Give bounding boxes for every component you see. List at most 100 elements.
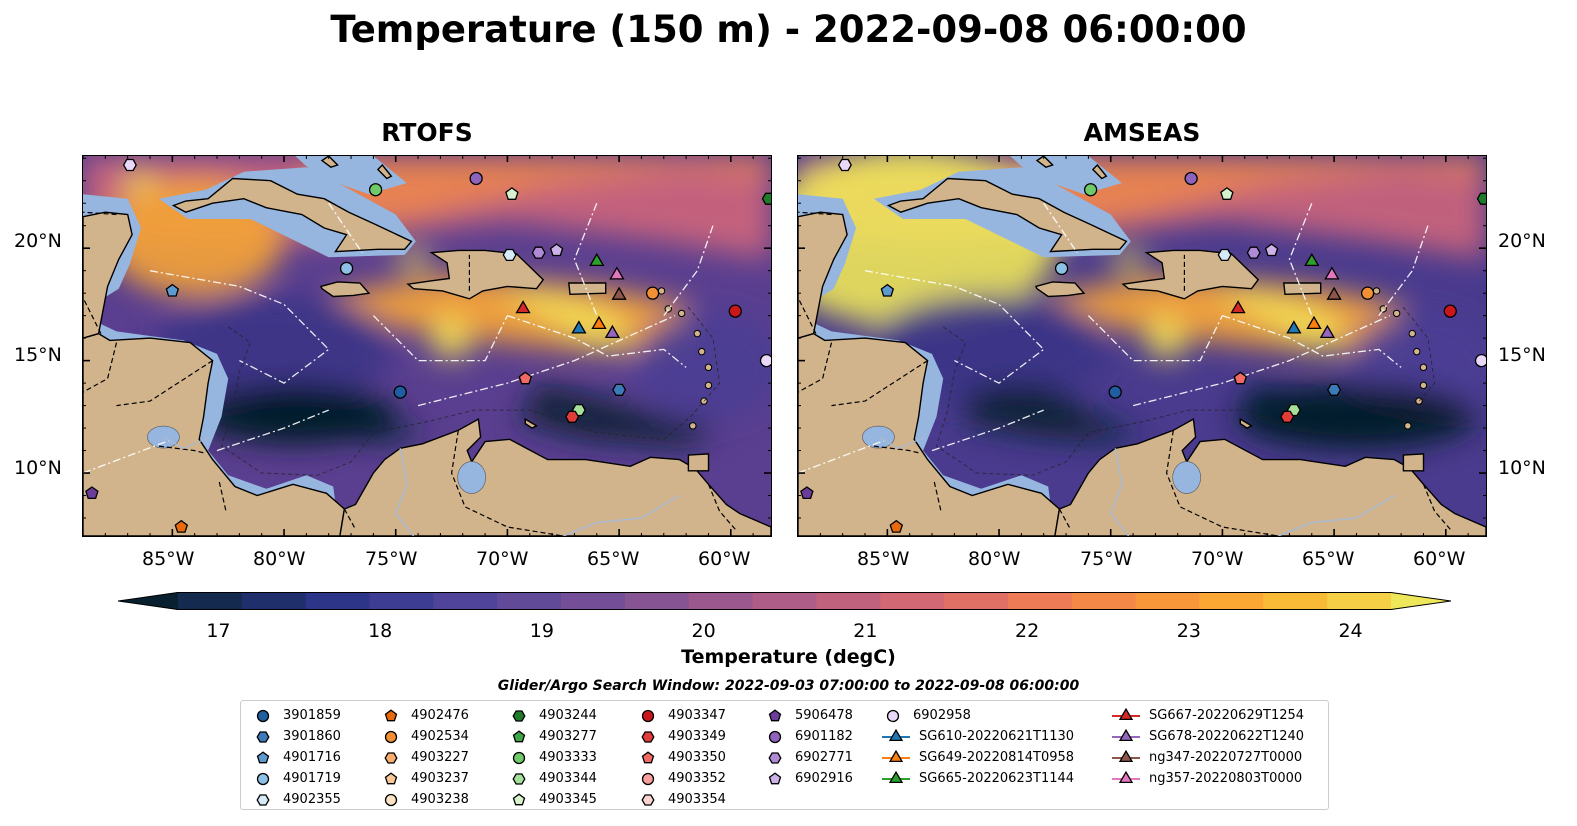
legend-label: 5906478 <box>795 708 853 723</box>
marker-legend: 3901859 3901860 4901716 4901719 4902355 49024… <box>240 700 1329 810</box>
colorbar-bin-14 <box>1071 592 1137 610</box>
map-marker-7 <box>761 192 771 205</box>
land-cuba <box>886 177 1128 253</box>
legend-marker-icon <box>641 730 655 743</box>
map-marker-21 <box>1306 315 1322 330</box>
map-marker-3 <box>339 261 354 276</box>
legend-item: SG610-20220621T1130 <box>881 726 1074 747</box>
legend-marker-icon <box>641 750 655 763</box>
map-marker-5 <box>889 519 904 533</box>
map-marker-4 <box>502 248 517 262</box>
map-marker-23 <box>1230 300 1246 314</box>
colorbar-bin-6 <box>561 592 626 610</box>
legend-marker <box>384 708 398 721</box>
lon-tick-80w-rtofs: 80°W <box>253 548 306 570</box>
map-marker-24 <box>1319 324 1336 339</box>
colorbar-extend-low <box>118 592 178 610</box>
legend-label: 4903333 <box>539 750 597 765</box>
lat-tick-10n-left: 10°N <box>14 457 62 479</box>
map-marker-14 <box>85 486 99 500</box>
legend-marker-icon <box>512 772 526 785</box>
colorbar-tick-22: 22 <box>1015 620 1040 642</box>
lon-tick-65w-amseas: 65°W <box>1302 548 1355 570</box>
legend-marker <box>256 750 270 763</box>
legend-marker <box>641 772 655 785</box>
map-marker-5 <box>174 519 189 533</box>
land-puertoRico <box>568 282 607 296</box>
legend-marker-icon <box>256 772 270 785</box>
lon-tick-65w-rtofs: 65°W <box>587 548 640 570</box>
legend-marker-icon <box>1112 749 1140 762</box>
lon-tick-85w-rtofs: 85°W <box>142 548 195 570</box>
legend-label: SG667-20220629T1254 <box>1149 708 1305 723</box>
land-hispaniola <box>406 249 545 300</box>
legend-label: 4901719 <box>283 771 341 786</box>
land-bahamas2 <box>376 163 393 180</box>
land-cuba <box>171 177 413 253</box>
legend-label: 6902771 <box>795 750 853 765</box>
lon-tick-60w-rtofs: 60°W <box>698 548 751 570</box>
legend-marker <box>641 793 655 806</box>
land-jamaica <box>1034 281 1086 298</box>
search-window-text: Glider/Argo Search Window: 2022-09-03 07… <box>497 678 1080 694</box>
legend-marker <box>641 709 655 722</box>
legend-marker-icon <box>886 709 900 722</box>
legend-item: 4903227 <box>379 747 469 768</box>
legend-label: ng347-20220727T0000 <box>1149 750 1303 765</box>
map-marker-11 <box>728 304 742 318</box>
legend-label: 4903347 <box>668 708 726 723</box>
legend-label: 3901859 <box>283 708 341 723</box>
map-marker-21 <box>591 315 607 330</box>
map-marker-15 <box>1184 171 1198 186</box>
legend-item: 4901719 <box>251 768 341 789</box>
legend-label: 4902476 <box>411 708 469 723</box>
legend-label: ng357-20220803T0000 <box>1149 771 1303 786</box>
legend-marker-icon <box>384 751 398 764</box>
map-marker-12 <box>565 410 580 423</box>
colorbar-label: Temperature (degC) <box>681 646 896 668</box>
legend-marker <box>768 771 782 784</box>
legend-label: 4903237 <box>411 771 469 786</box>
colorbar-extend-high <box>1391 592 1451 610</box>
map-marker-22 <box>589 252 605 267</box>
legend-marker <box>641 730 655 743</box>
legend-label: 6901182 <box>795 729 853 744</box>
colorbar-tick-18: 18 <box>368 620 393 642</box>
legend-marker-icon <box>256 730 270 743</box>
legend-label: 4902534 <box>411 729 469 744</box>
legend-marker-icon <box>256 793 270 806</box>
legend-marker <box>1118 749 1134 762</box>
legend-item: 6902958 <box>881 705 1074 726</box>
legend-item: 4903238 <box>379 789 469 810</box>
legend-label: 4903350 <box>668 750 726 765</box>
map-marker-14 <box>800 486 814 500</box>
colorbar-tick-23: 23 <box>1176 620 1201 642</box>
legend-marker <box>768 730 782 743</box>
colorbar-tick-20: 20 <box>691 620 716 642</box>
map-marker-26 <box>1324 266 1340 280</box>
legend-label: SG678-20220622T1240 <box>1149 729 1305 744</box>
legend-marker-icon <box>384 708 398 721</box>
legend-label: 4903354 <box>668 792 726 807</box>
legend-item: 4903352 <box>636 768 726 789</box>
legend-marker <box>512 772 526 785</box>
map-marker-8 <box>1083 183 1098 197</box>
lon-tick-75w-rtofs: 75°W <box>365 548 418 570</box>
legend-item: 4902355 <box>251 789 341 810</box>
legend-marker <box>512 729 526 742</box>
legend-label: 4903244 <box>539 708 597 723</box>
legend-marker <box>384 793 398 806</box>
legend-marker-icon <box>768 771 782 784</box>
legend-marker-icon <box>384 793 398 806</box>
legend-item: ng357-20220803T0000 <box>1111 768 1304 789</box>
colorbar-bin-0 <box>178 592 243 610</box>
map-marker-12 <box>1280 410 1295 423</box>
legend-marker <box>888 728 904 741</box>
map-marker-22 <box>1304 252 1320 267</box>
map-marker-25 <box>611 286 627 300</box>
panel-title-rtofs: RTOFS <box>381 118 473 147</box>
map-marker-10 <box>1220 187 1234 200</box>
legend-marker-icon <box>1112 728 1140 741</box>
rtofs-map <box>82 155 772 537</box>
map-marker-18 <box>759 353 771 368</box>
